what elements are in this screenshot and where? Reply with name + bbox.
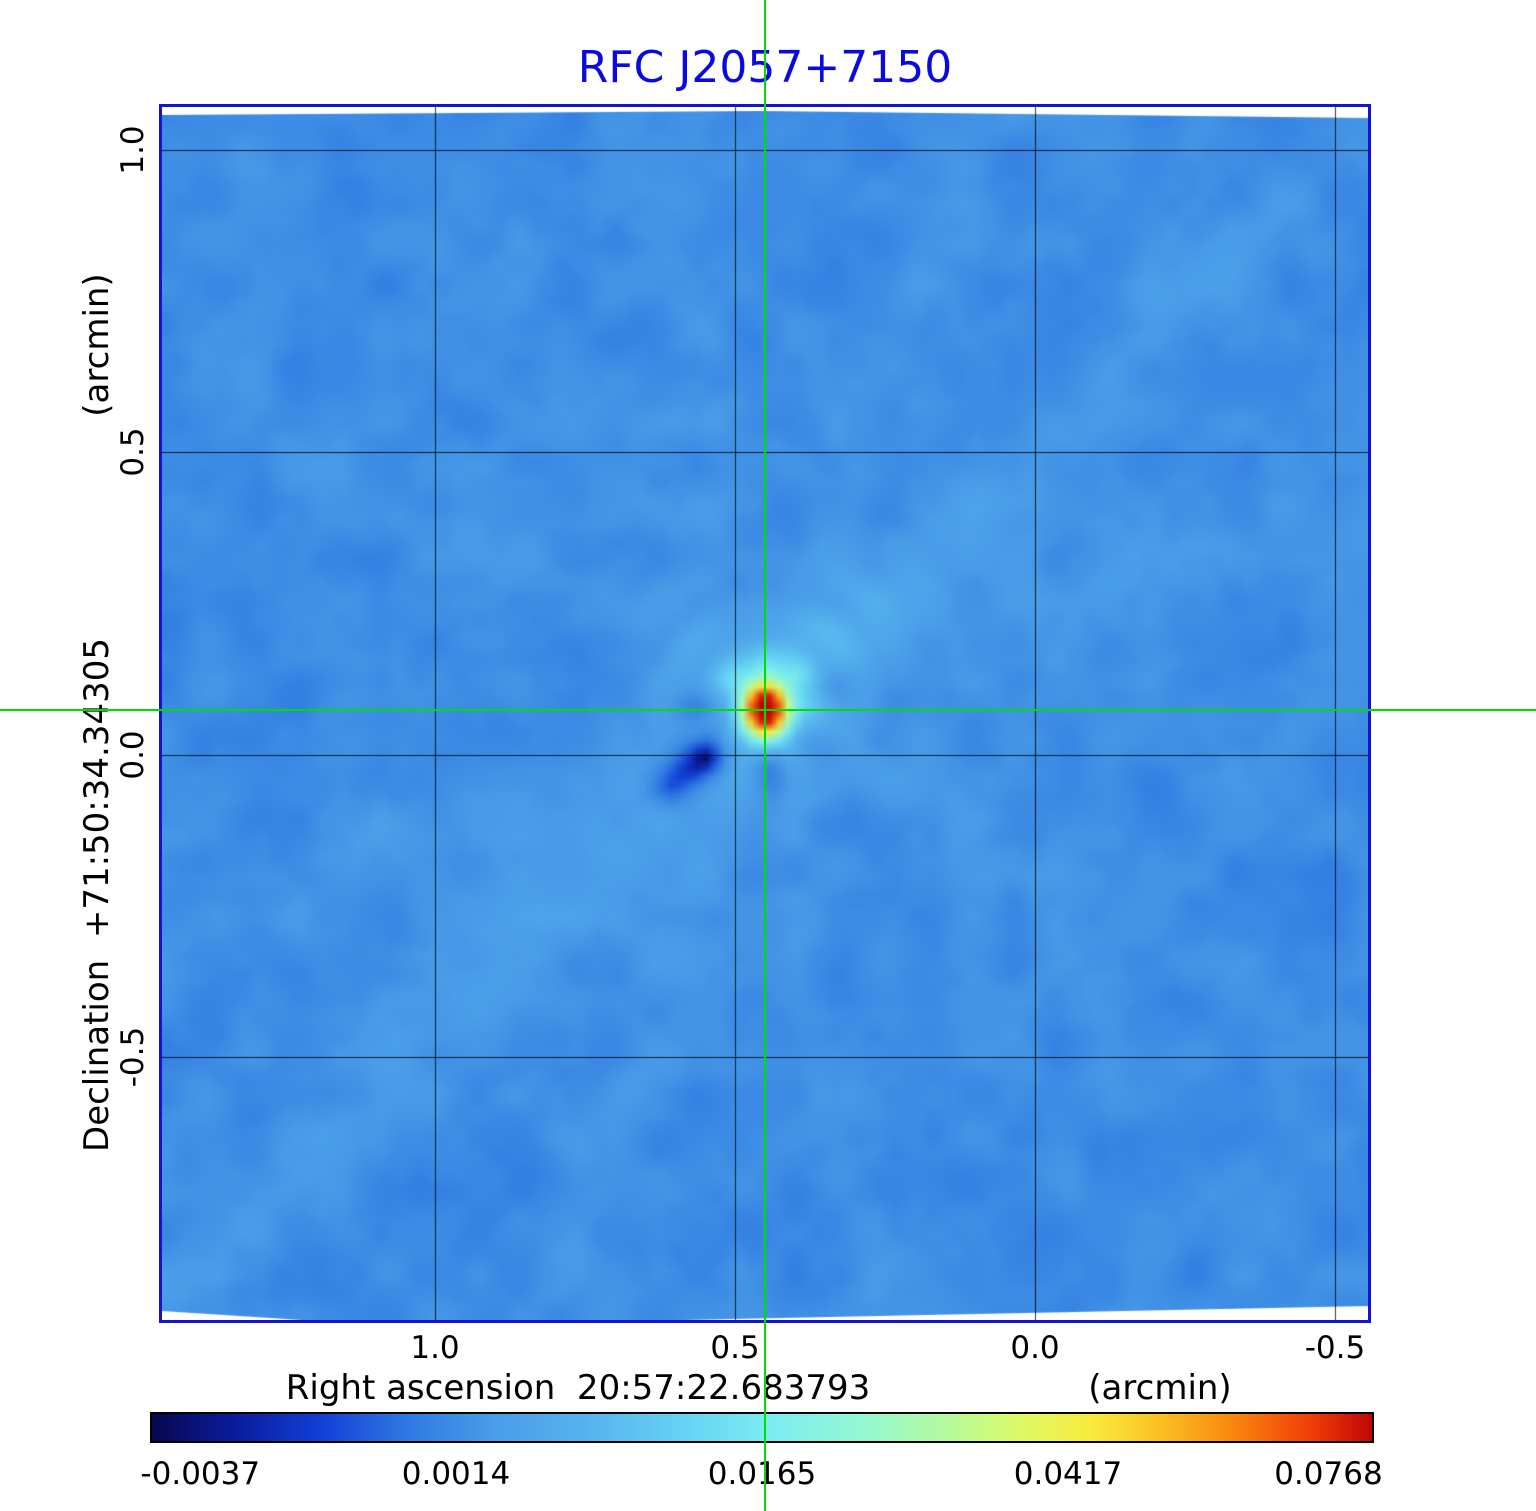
colorbar — [150, 1412, 1374, 1443]
y-axis-label: Declination +71:50:34.34305 — [77, 638, 117, 1152]
crosshair-vertical-line — [764, 0, 766, 1511]
y-axis-unit: (arcmin) — [77, 273, 117, 417]
colorbar-tick-label: 0.0014 — [401, 1456, 511, 1492]
colorbar-tick-label: 0.0417 — [1013, 1456, 1123, 1492]
y-tick-label: 0.0 — [115, 729, 151, 780]
y-tick-label: 1.0 — [115, 125, 151, 175]
x-axis-unit: (arcmin) — [1088, 1368, 1232, 1408]
x-tick-label: -0.5 — [1304, 1330, 1366, 1366]
plot-title: RFC J2057+7150 — [577, 42, 953, 93]
colorbar-tick-label: 0.0768 — [1274, 1456, 1383, 1492]
crosshair-horizontal-line — [0, 708, 1536, 711]
x-axis-label: Right ascension 20:57:22.683793 — [285, 1368, 871, 1408]
x-tick-label: 0.5 — [710, 1330, 760, 1366]
x-tick-label: 0.0 — [1010, 1330, 1060, 1366]
y-tick-label: 0.5 — [115, 427, 151, 477]
y-tick-label: -0.5 — [115, 1026, 151, 1088]
colorbar-tick-label: 0.0165 — [707, 1456, 817, 1492]
colorbar-tick-label: -0.0037 — [140, 1456, 261, 1492]
x-tick-label: 1.0 — [410, 1330, 460, 1366]
